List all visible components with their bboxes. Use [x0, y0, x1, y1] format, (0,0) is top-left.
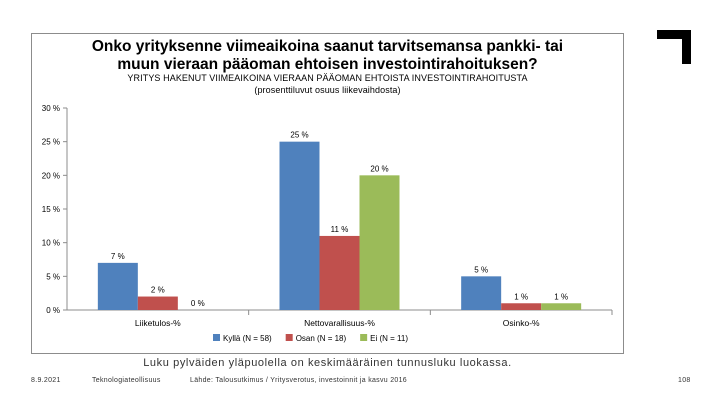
- data-label: 1 %: [554, 292, 568, 301]
- data-label: 20 %: [370, 164, 388, 173]
- bar-1-0: [137, 296, 178, 310]
- bar-1-2: [501, 303, 542, 310]
- data-label: 5 %: [474, 265, 488, 274]
- bar-1-1: [319, 235, 360, 310]
- y-tick-label: 25 %: [42, 138, 60, 147]
- bar-2-1: [359, 175, 400, 310]
- data-label: 0 %: [191, 299, 205, 308]
- y-tick-label: 10 %: [42, 239, 60, 248]
- corner-bracket-icon: [657, 30, 691, 64]
- chart-title-line-2: muun vieraan pääoman ehtoisen investoint…: [117, 56, 538, 73]
- data-label: 1 %: [514, 292, 528, 301]
- chart-subtitle-line-2: (prosenttiluvut osuus liikevaihdosta): [254, 85, 401, 95]
- x-tick-label: Nettovarallisuus-%: [304, 318, 375, 328]
- y-tick-label: 30 %: [42, 104, 60, 113]
- legend-swatch: [285, 334, 293, 341]
- bar-0-1: [279, 141, 320, 310]
- chart-subtitle-line-1: YRITYS HAKENUT VIIMEAIKOINA VIERAAN PÄÄO…: [127, 73, 528, 83]
- data-label: 7 %: [111, 252, 125, 261]
- x-tick-label: Osinko-%: [503, 318, 540, 328]
- legend-label: Osan (N = 18): [296, 334, 347, 343]
- footer-organization: Teknologiateollisuus: [92, 377, 161, 384]
- footer-page-number: 108: [678, 377, 691, 384]
- x-tick-label: Liiketulos-%: [135, 318, 181, 328]
- footer-source: Lähde: Talousutkimus / Yritysverotus, in…: [190, 377, 407, 384]
- data-label: 25 %: [290, 131, 308, 140]
- y-tick-label: 15 %: [42, 205, 60, 214]
- bar-0-0: [97, 262, 138, 310]
- legend-swatch: [213, 334, 220, 341]
- chart-title-line-1: Onko yrityksenne viimeaikoina saanut tar…: [91, 38, 564, 55]
- legend-swatch: [360, 334, 368, 341]
- y-tick-label: 20 %: [42, 171, 60, 180]
- data-label: 11 %: [331, 225, 349, 234]
- footer-date: 8.9.2021: [31, 377, 61, 384]
- y-tick-label: 5 %: [46, 272, 60, 281]
- legend-label: Kyllä (N = 58): [223, 334, 272, 343]
- chart-caption: Luku pylväiden yläpuolella on keskimäärä…: [143, 357, 512, 369]
- bar-2-2: [541, 303, 582, 310]
- legend-label: Ei (N = 11): [370, 334, 408, 343]
- y-tick-label: 0 %: [46, 306, 60, 315]
- data-label: 2 %: [151, 286, 165, 295]
- bar-0-2: [461, 276, 502, 310]
